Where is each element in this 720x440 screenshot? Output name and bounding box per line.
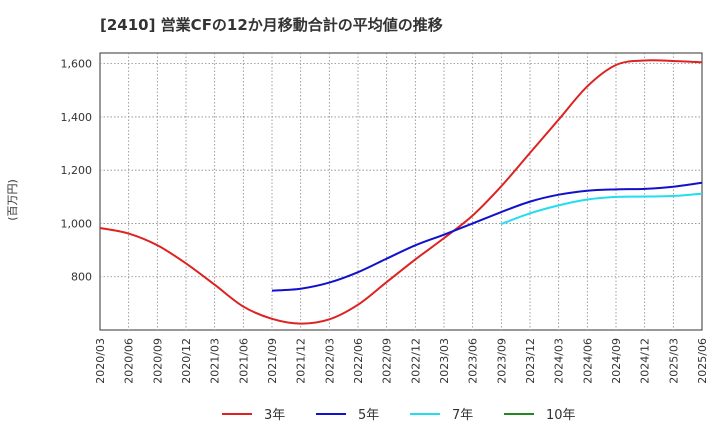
plot-area: [99, 52, 703, 331]
legend-label-4: 10年: [546, 408, 576, 423]
x-tick-label: 2024/12: [639, 338, 652, 384]
series-line-3: [500, 192, 703, 225]
y-axis-label: (百万円): [6, 179, 19, 221]
y-tick-label: 1,200: [61, 164, 93, 177]
x-tick-label: 2020/06: [123, 338, 136, 384]
series-line-1: [99, 59, 703, 325]
x-tick-label: 2025/06: [696, 338, 709, 384]
x-tick-label: 2023/06: [467, 338, 480, 384]
x-tick-label: 2024/09: [610, 338, 623, 384]
x-tick-label: 2021/06: [237, 338, 250, 384]
x-tick-label: 2020/03: [94, 338, 107, 384]
series-line-2: [271, 181, 703, 292]
y-tick-label: 1,400: [61, 111, 93, 124]
x-tick-label: 2023/03: [438, 338, 451, 384]
legend-label-1: 3年: [264, 408, 285, 423]
chart-title: [2410] 営業CFの12か月移動合計の平均値の推移: [100, 16, 443, 34]
x-tick-label: 2022/03: [323, 338, 336, 384]
y-tick-label: 1,000: [61, 217, 93, 230]
legend-label-3: 7年: [452, 408, 473, 423]
x-tick-label: 2024/03: [553, 338, 566, 384]
x-tick-label: 2022/06: [352, 338, 365, 384]
x-tick-label: 2025/03: [667, 338, 680, 384]
x-tick-label: 2021/12: [295, 338, 308, 384]
x-tick-label: 2020/09: [151, 338, 164, 384]
x-tick-label: 2023/09: [495, 338, 508, 384]
legend-label-2: 5年: [358, 408, 379, 423]
y-tick-label: 800: [71, 271, 92, 284]
x-tick-label: 2021/03: [209, 338, 222, 384]
x-tick-label: 2022/09: [381, 338, 394, 384]
y-tick-label: 1,600: [61, 58, 93, 71]
x-tick-label: 2023/12: [524, 338, 537, 384]
x-tick-label: 2020/12: [180, 338, 193, 384]
x-tick-label: 2022/12: [409, 338, 422, 384]
x-tick-label: 2021/09: [266, 338, 279, 384]
x-tick-label: 2024/06: [581, 338, 594, 384]
